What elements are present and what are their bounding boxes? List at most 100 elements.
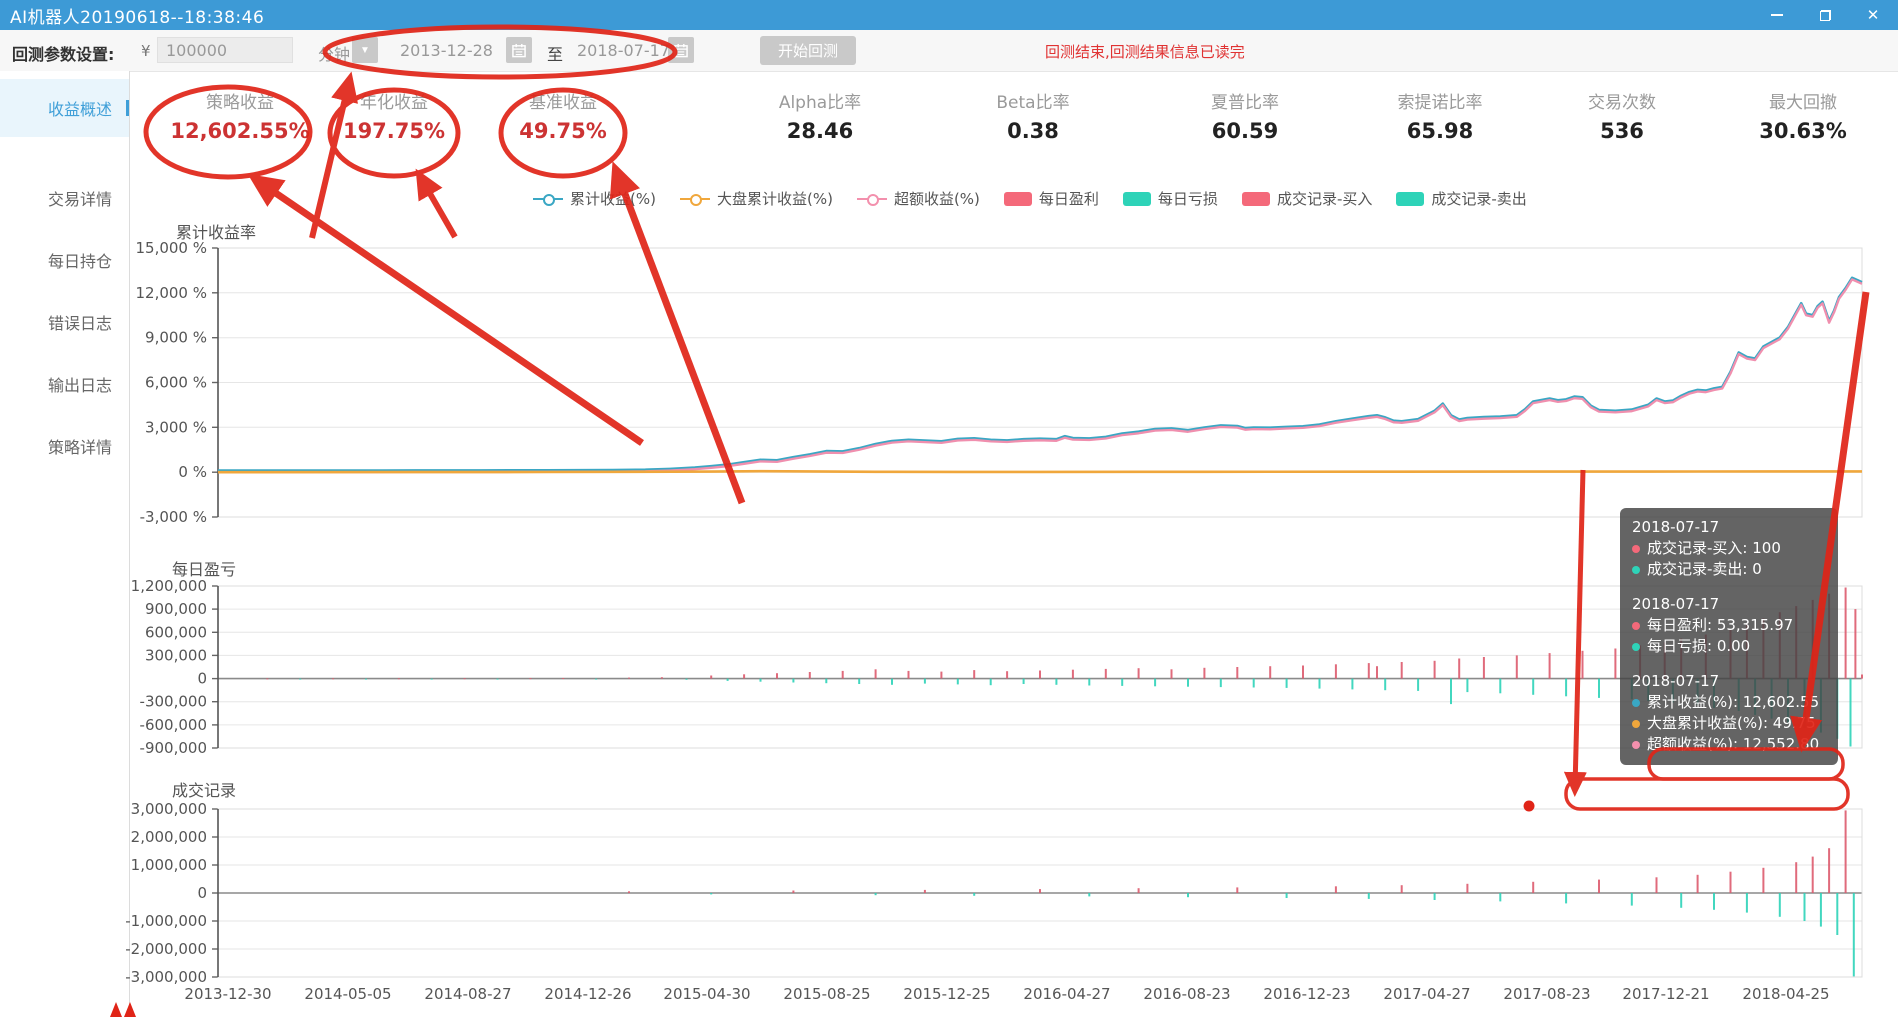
chart-title-trade-records: 成交记录: [172, 781, 237, 800]
sidebar-item-error-log[interactable]: 错误日志: [48, 314, 113, 333]
close-button[interactable]: ✕: [1866, 6, 1880, 24]
metric-trade-count: 交易次数 536: [1588, 93, 1656, 143]
start-date-calendar-button[interactable]: [506, 37, 532, 63]
minimize-button[interactable]: [1766, 4, 1788, 26]
svg-text:-600,000: -600,000: [140, 716, 207, 734]
cumulative-return-chart[interactable]: 15,000 % 12,000 % 9,000 % 6,000 % 3,000 % 0 %…: [0, 210, 1898, 532]
buy-dot-icon: [1632, 544, 1640, 553]
legend-cumulative-return[interactable]: 累计收益(%): [533, 188, 656, 209]
svg-text:-3,000 %: -3,000 %: [140, 508, 207, 526]
svg-text:0 %: 0 %: [178, 463, 207, 481]
metric-annualized-return: 年化收益 197.75%: [342, 93, 446, 143]
param-section-label: 回测参数设置:: [12, 45, 115, 64]
metric-max-drawdown: 最大回撤 30.63%: [1759, 93, 1847, 143]
svg-text:2014-05-05: 2014-05-05: [304, 985, 391, 1003]
title-bar: AI机器人20190618--18:38:46 ✕: [0, 0, 1898, 30]
legend-daily-loss[interactable]: 每日亏损: [1122, 188, 1218, 209]
rect-marker-icon: [1003, 191, 1032, 206]
end-date-field[interactable]: 2018-07-17: [577, 41, 670, 60]
legend-daily-profit[interactable]: 每日盈利: [1003, 188, 1099, 209]
tooltip-date: 2018-07-17: [1632, 595, 1720, 613]
window-title: AI机器人20190618--18:38:46: [10, 7, 265, 28]
svg-text:2016-12-23: 2016-12-23: [1263, 985, 1350, 1003]
svg-text:0: 0: [197, 884, 207, 902]
restore-button[interactable]: [1814, 4, 1836, 26]
sell-dot-icon: [1632, 565, 1640, 574]
metric-alpha: Alpha比率 28.46: [778, 93, 862, 143]
chart-tooltip: 2018-07-17 成交记录-买入: 100 成交记录-卖出: 0 2018-…: [1620, 508, 1838, 765]
svg-text:6,000 %: 6,000 %: [145, 374, 207, 392]
svg-text:9,000 %: 9,000 %: [145, 329, 207, 347]
sidebar-item-output-log[interactable]: 输出日志: [48, 376, 113, 395]
svg-text:-300,000: -300,000: [140, 693, 207, 711]
start-backtest-button[interactable]: 开始回测: [760, 36, 856, 65]
sidebar-item-trade-details[interactable]: 交易详情: [48, 190, 113, 209]
svg-text:3,000 %: 3,000 %: [145, 418, 207, 436]
svg-text:3,000,000: 3,000,000: [131, 800, 207, 818]
frequency-select-value[interactable]: 分钟: [318, 45, 351, 64]
rect-marker-icon: [1396, 191, 1425, 206]
metric-benchmark-return: 基准收益 49.75%: [519, 93, 607, 143]
metric-strategy-return: 策略收益 12,602.55%: [170, 93, 310, 143]
chart-legend: 累计收益(%) 大盘累计收益(%) 超额收益(%) 每日盈利 每日亏损 成交记录…: [533, 188, 1527, 209]
svg-text:1,200,000: 1,200,000: [131, 580, 207, 595]
rect-marker-icon: [1241, 191, 1270, 206]
metric-beta: Beta比率 0.38: [996, 93, 1070, 143]
legend-trades-sell[interactable]: 成交记录-卖出: [1396, 188, 1527, 209]
svg-text:0: 0: [197, 670, 207, 688]
rect-marker-icon: [1122, 191, 1151, 206]
sidebar-item-income-overview[interactable]: 收益概述: [0, 79, 129, 137]
sidebar: 收益概述 交易详情 每日持仓 错误日志 输出日志 策略详情: [0, 71, 130, 1017]
calendar-icon: [512, 43, 526, 57]
sidebar-item-daily-positions[interactable]: 每日持仓: [48, 252, 113, 271]
svg-text:15,000 %: 15,000 %: [135, 239, 207, 257]
end-date-calendar-button[interactable]: [668, 37, 694, 63]
svg-text:2015-12-25: 2015-12-25: [903, 985, 990, 1003]
line-marker-icon: [533, 193, 563, 206]
svg-text:1,000,000: 1,000,000: [131, 856, 207, 874]
svg-text:300,000: 300,000: [145, 646, 207, 664]
line-marker-icon: [856, 193, 887, 206]
excess-dot-icon: [1632, 740, 1640, 749]
cumulative-dot-icon: [1632, 698, 1640, 707]
date-range-to-label: 至: [547, 45, 564, 64]
svg-text:2016-08-23: 2016-08-23: [1143, 985, 1230, 1003]
tooltip-section-pnl: 2018-07-17 每日盈利: 53,315.97 每日亏损: 0.00: [1632, 594, 1826, 657]
svg-text:2014-12-26: 2014-12-26: [544, 985, 631, 1003]
line-marker-icon: [679, 193, 710, 206]
daily-pnl-chart[interactable]: 1,200,000 900,000 600,000 300,000 0 -300,000 -…: [0, 580, 1898, 762]
metric-sortino: 索提诺比率 65.98: [1397, 93, 1483, 143]
minimize-icon: [1771, 14, 1783, 16]
backtest-param-bar: 回测参数设置: ¥ 分钟 ▼ 2013-12-28 至 2018-07-17 开…: [0, 30, 1898, 72]
legend-excess-return[interactable]: 超额收益(%): [856, 188, 980, 209]
market-dot-icon: [1632, 719, 1640, 728]
tooltip-section-trades: 2018-07-17 成交记录-买入: 100 成交记录-卖出: 0: [1632, 517, 1826, 580]
svg-text:12,000 %: 12,000 %: [135, 284, 207, 302]
svg-text:2016-04-27: 2016-04-27: [1023, 985, 1110, 1003]
capital-input[interactable]: [157, 37, 293, 63]
trade-records-chart[interactable]: 3,000,000 2,000,000 1,000,000 0 -1,000,000 -2…: [0, 800, 1898, 1017]
tooltip-date: 2018-07-17: [1632, 518, 1720, 536]
tooltip-date: 2018-07-17: [1632, 672, 1720, 690]
legend-trades-buy[interactable]: 成交记录-买入: [1241, 188, 1372, 209]
calendar-icon: [674, 43, 688, 57]
restore-icon: [1819, 9, 1831, 21]
backtest-status-message: 回测结束,回测结果信息已读完: [1045, 43, 1245, 61]
svg-text:2017-12-21: 2017-12-21: [1622, 985, 1709, 1003]
svg-text:2014-08-27: 2014-08-27: [424, 985, 511, 1003]
svg-text:-900,000: -900,000: [140, 739, 207, 757]
window-controls: ✕: [1766, 0, 1892, 30]
svg-text:2015-08-25: 2015-08-25: [783, 985, 870, 1003]
svg-text:-2,000,000: -2,000,000: [125, 940, 207, 958]
chart-title-daily-pnl: 每日盈亏: [172, 560, 237, 579]
start-date-field[interactable]: 2013-12-28: [400, 41, 493, 60]
sidebar-item-strategy-details[interactable]: 策略详情: [48, 438, 113, 457]
svg-text:2017-08-23: 2017-08-23: [1503, 985, 1590, 1003]
svg-text:900,000: 900,000: [145, 600, 207, 618]
svg-text:2013-12-30: 2013-12-30: [184, 985, 271, 1003]
legend-market-return[interactable]: 大盘累计收益(%): [679, 188, 833, 209]
svg-text:-3,000,000: -3,000,000: [125, 968, 207, 986]
frequency-dropdown-button[interactable]: ▼: [352, 37, 378, 63]
svg-text:2018-04-25: 2018-04-25: [1742, 985, 1829, 1003]
svg-text:600,000: 600,000: [145, 623, 207, 641]
